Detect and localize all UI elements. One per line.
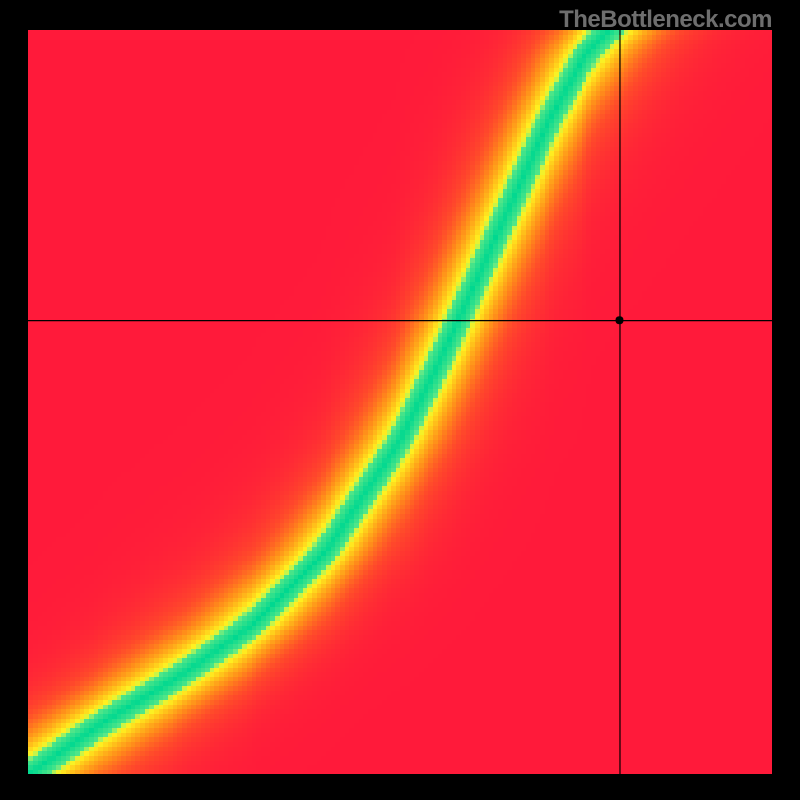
heatmap-canvas (28, 30, 772, 774)
bottleneck-heatmap (28, 30, 772, 774)
